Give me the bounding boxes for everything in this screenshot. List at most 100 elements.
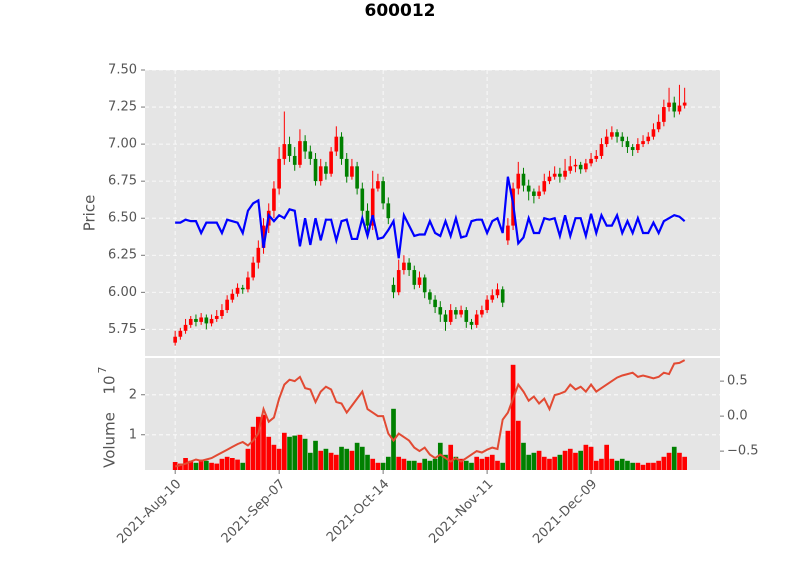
- price-panel: [145, 70, 720, 356]
- volume-bar: [250, 426, 256, 470]
- volume-bar: [328, 452, 334, 470]
- candle-body: [303, 141, 307, 152]
- volume-bar: [281, 432, 287, 470]
- volume-bar: [354, 442, 360, 470]
- candle-body: [173, 336, 177, 343]
- candle-body: [651, 129, 656, 137]
- volume-bar: [469, 462, 474, 470]
- candle-body: [261, 225, 266, 248]
- volume-bar: [380, 462, 386, 470]
- x-tick-label: 2021-Sep-07: [219, 477, 289, 547]
- volume-bar: [573, 452, 578, 470]
- candle-body: [298, 141, 302, 165]
- candle-body: [220, 310, 224, 316]
- volume-axis-label: Volume: [101, 412, 119, 468]
- volume-bar: [209, 462, 214, 470]
- candle-body: [376, 181, 380, 189]
- volume-bar: [552, 456, 558, 470]
- candle-body: [516, 173, 521, 189]
- volume-bar: [245, 448, 251, 470]
- candle-body: [542, 181, 547, 192]
- candle-body: [625, 141, 630, 148]
- candle-body: [194, 318, 198, 322]
- candle-body: [324, 166, 328, 174]
- volume-bar: [292, 435, 298, 470]
- candle-body: [615, 132, 619, 137]
- volume-bar: [406, 460, 412, 470]
- candle-body: [292, 155, 297, 165]
- volume-bar: [510, 364, 516, 470]
- candle-body: [443, 314, 448, 322]
- volume-bar: [645, 462, 651, 470]
- candle-body: [282, 144, 287, 159]
- volume-bar: [640, 464, 646, 470]
- volume-offset: 10: [101, 375, 119, 394]
- volume-bar: [178, 463, 183, 470]
- y-tick-label: 6.50: [108, 211, 137, 226]
- candle-body: [214, 315, 219, 319]
- volume-bar: [458, 458, 464, 470]
- candle-body: [552, 173, 557, 177]
- candle-body: [308, 151, 313, 159]
- volume-bar: [474, 456, 480, 470]
- y-tick-label: 5.75: [108, 322, 137, 337]
- candle-body: [599, 144, 604, 156]
- candle-body: [630, 147, 635, 151]
- volume-bar: [495, 460, 500, 470]
- candle-body: [381, 181, 385, 204]
- chart-title: 600012: [365, 1, 436, 21]
- volume-bar: [427, 460, 433, 470]
- candle-body: [578, 164, 583, 170]
- candle-body: [365, 210, 370, 226]
- candle-body: [604, 136, 609, 145]
- candle-body: [620, 136, 625, 142]
- candle-body: [584, 163, 588, 170]
- volume-bar: [276, 448, 282, 470]
- volume-bar: [583, 444, 589, 470]
- volume-tick-label: 2: [129, 387, 137, 402]
- x-tick-label: 2021-Dec-09: [530, 477, 600, 547]
- candle-body: [500, 289, 505, 303]
- volume-bar: [677, 452, 682, 470]
- candle-body: [329, 151, 333, 174]
- candle-body: [537, 191, 541, 196]
- candle-body: [334, 136, 339, 152]
- candle-body: [573, 164, 578, 167]
- candle-body: [272, 188, 276, 211]
- candle-body: [459, 310, 463, 315]
- candle-body: [532, 191, 536, 196]
- candle-body: [339, 136, 344, 159]
- x-tick-label: 2021-Oct-14: [324, 477, 392, 545]
- candle-body: [407, 262, 411, 271]
- volume-offset-exponent: 7: [96, 367, 109, 374]
- volume-bar: [515, 420, 521, 470]
- volume-bar: [609, 458, 615, 470]
- volume-bar: [453, 456, 459, 470]
- candle-body: [230, 293, 235, 300]
- candle-body: [677, 105, 682, 112]
- volume-bar: [432, 458, 438, 470]
- volume-bar: [526, 454, 532, 470]
- candle-body: [672, 102, 677, 112]
- volume-bar: [448, 444, 454, 470]
- candle-body: [370, 188, 375, 226]
- volume-bar: [479, 458, 485, 470]
- volume-bar: [193, 462, 199, 470]
- volume-bar: [443, 454, 448, 470]
- candle-body: [474, 314, 479, 325]
- volume-bar: [671, 446, 677, 470]
- volume-bar: [198, 459, 204, 470]
- volume-bar: [313, 440, 318, 470]
- volume-bar: [661, 456, 667, 470]
- volume-bar: [656, 460, 661, 470]
- y-tick-label: 7.50: [108, 63, 137, 78]
- candle-body: [469, 321, 474, 325]
- volume-panel: [145, 358, 720, 470]
- y-tick-label: 6.25: [108, 248, 137, 263]
- candle-body: [558, 173, 562, 177]
- volume-bar: [547, 458, 552, 470]
- y-tick-label: 6.00: [108, 285, 137, 300]
- volume-bar: [339, 446, 344, 470]
- indicator-line: [174, 359, 686, 468]
- volume-bar: [188, 460, 194, 470]
